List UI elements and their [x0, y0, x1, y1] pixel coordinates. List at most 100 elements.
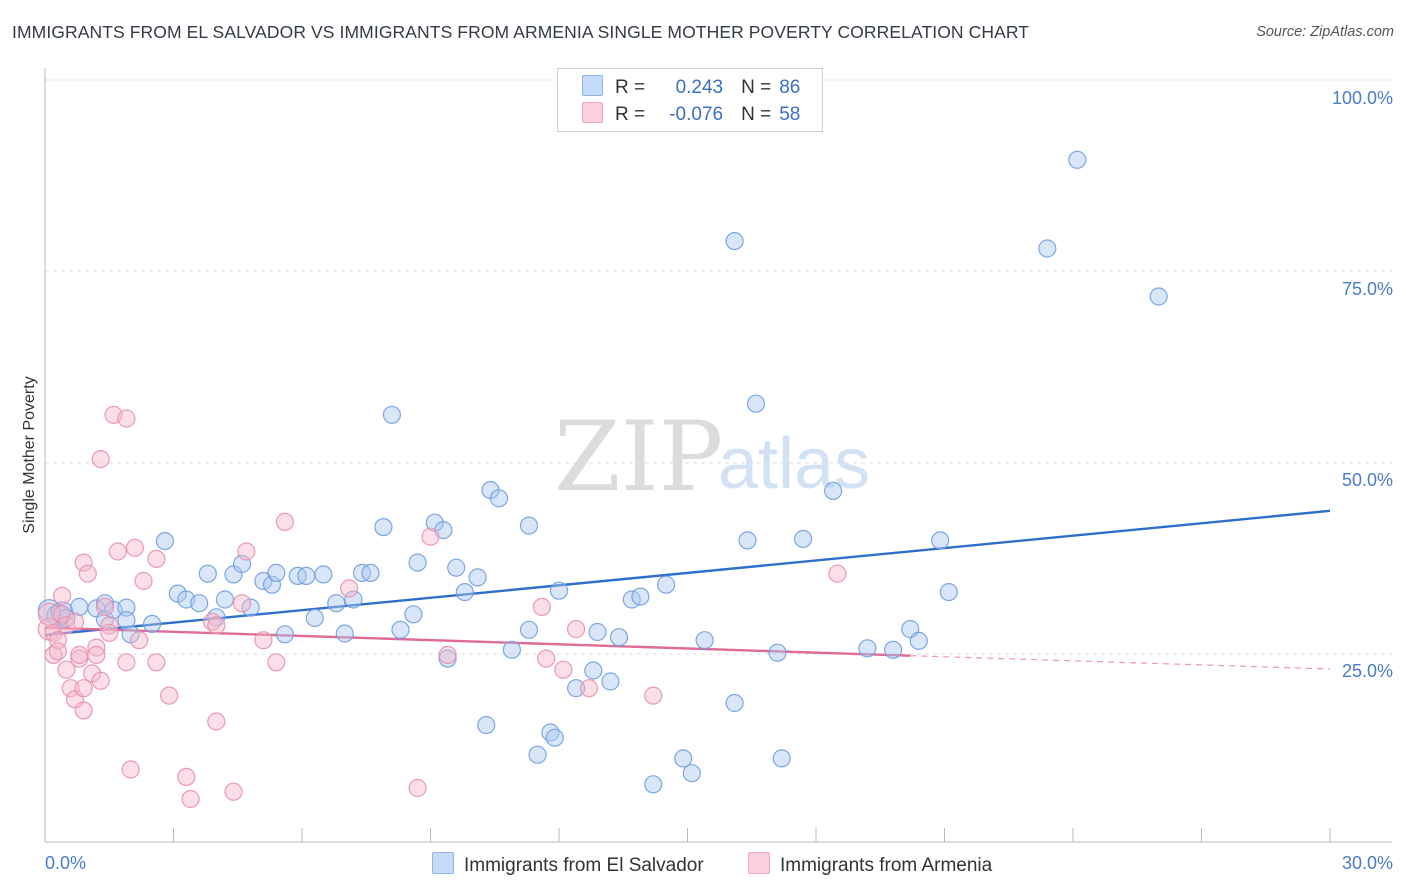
point-armenia [121, 760, 140, 779]
point-armenia [78, 564, 97, 583]
watermark-zip: ZIP [554, 401, 723, 513]
point-el-salvador [262, 575, 282, 594]
series-legend: Immigrants from El Salvador Immigrants f… [0, 852, 1406, 880]
point-el-salvador [682, 764, 701, 783]
point-el-salvador [477, 715, 496, 735]
point-armenia [207, 616, 226, 635]
watermark-atlas: atlas [718, 424, 870, 504]
point-el-salvador [408, 553, 427, 572]
point-el-salvador [931, 531, 950, 550]
point-el-salvador [746, 394, 766, 413]
point-el-salvador [644, 775, 663, 794]
point-el-salvador [939, 582, 958, 602]
point-el-salvador [241, 598, 260, 617]
point-armenia [100, 623, 119, 642]
point-armenia [147, 549, 166, 569]
series-label-armenia: Immigrants from Armenia [780, 855, 993, 876]
point-armenia [267, 653, 286, 672]
point-el-salvador [584, 661, 603, 680]
y-tick-label: 25.0% [1342, 661, 1393, 681]
point-el-salvador [391, 620, 410, 639]
point-armenia [181, 789, 200, 809]
series-legend-armenia: Immigrants from Armenia [748, 852, 992, 877]
point-el-salvador [545, 728, 564, 747]
axes [44, 68, 1392, 843]
point-el-salvador [858, 639, 877, 658]
series-swatch-pink [748, 852, 770, 874]
legend-r-value: 0.243 [675, 77, 724, 98]
point-el-salvador [374, 517, 393, 537]
legend-r-label: R = [615, 104, 646, 125]
source-credit: Source: ZipAtlas.com [1256, 24, 1394, 40]
legend-r-label: R = [615, 77, 646, 98]
point-el-salvador [314, 565, 333, 584]
legend-row-el-salvador: R = 0.243 N = 86 [582, 75, 800, 101]
legend-n-value: 86 [779, 77, 801, 98]
point-el-salvador [382, 405, 401, 424]
point-el-salvador [1038, 239, 1057, 258]
watermark: ZIP atlas [554, 401, 870, 513]
point-el-salvador [404, 605, 423, 624]
legend-swatch-pink [582, 102, 603, 123]
point-armenia [147, 653, 166, 672]
point-el-salvador [1068, 150, 1087, 169]
point-armenia [117, 409, 136, 428]
point-el-salvador [768, 643, 787, 662]
y-tick-label: 50.0% [1342, 470, 1393, 490]
y-tick-label: 75.0% [1342, 279, 1393, 299]
series-swatch-blue [432, 852, 454, 874]
x-tick-label: 30.0% [1342, 853, 1393, 873]
point-el-salvador [117, 598, 136, 617]
point-el-salvador [519, 516, 539, 535]
legend-n-label: N = [741, 77, 772, 98]
point-armenia [207, 712, 226, 731]
point-armenia [536, 649, 556, 668]
point-armenia [87, 645, 106, 665]
legend-row-armenia: R = -0.076 N = 58 [582, 102, 800, 128]
point-armenia [532, 597, 552, 617]
point-armenia [74, 701, 93, 720]
point-armenia [74, 553, 93, 572]
point-armenia [237, 542, 256, 561]
point-el-salvador [528, 745, 547, 764]
point-el-salvador [344, 590, 363, 609]
point-armenia [644, 686, 663, 705]
point-el-salvador [468, 568, 487, 587]
point-armenia [100, 616, 119, 635]
legend-n-label: N = [741, 104, 772, 125]
point-el-salvador [297, 566, 316, 586]
chart-title: IMMIGRANTS FROM EL SALVADOR VS IMMIGRANT… [12, 22, 1030, 42]
point-armenia [160, 686, 179, 705]
point-armenia [554, 660, 573, 679]
point-armenia [438, 645, 457, 665]
point-armenia [232, 594, 252, 613]
point-el-salvador [519, 620, 539, 639]
point-el-salvador [215, 590, 234, 609]
point-armenia [566, 619, 586, 639]
point-el-salvador [601, 672, 620, 691]
point-armenia [57, 660, 76, 679]
point-el-salvador [823, 481, 843, 500]
point-el-salvador [117, 611, 136, 630]
point-armenia [408, 778, 427, 798]
point-armenia [421, 527, 440, 546]
point-armenia [275, 512, 294, 532]
point-el-salvador [725, 693, 744, 713]
point-armenia [91, 450, 110, 469]
point-el-salvador [909, 631, 928, 651]
point-el-salvador [674, 749, 693, 768]
point-el-salvador [305, 608, 324, 628]
point-el-salvador [695, 631, 714, 650]
point-el-salvador [738, 531, 757, 550]
point-el-salvador [335, 624, 354, 643]
point-armenia [130, 631, 149, 650]
trend-lines [44, 509, 1331, 670]
y-axis-label: Single Mother Poverty [21, 376, 38, 533]
legend-n-value: 58 [779, 104, 801, 125]
point-el-salvador [455, 582, 474, 602]
point-armenia [87, 638, 106, 657]
legend-swatch-blue [582, 75, 603, 96]
point-el-salvador [447, 558, 466, 577]
legend-r-value: -0.076 [669, 104, 724, 125]
